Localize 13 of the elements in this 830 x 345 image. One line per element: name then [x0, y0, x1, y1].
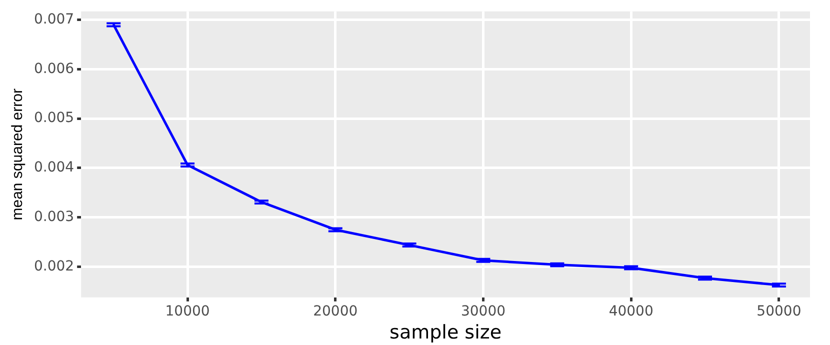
- y-tick-label: 0.004: [34, 160, 74, 176]
- x-axis-title: sample size: [390, 322, 502, 344]
- x-tick-label: 20000: [313, 303, 358, 320]
- y-tick-label: 0.002: [34, 258, 74, 274]
- y-tick-label: 0.003: [34, 209, 74, 226]
- x-tick-label: 40000: [608, 303, 654, 320]
- y-tick-label: 0.006: [34, 60, 74, 77]
- x-tick-label: 10000: [165, 303, 210, 320]
- y-tick-label: 0.007: [34, 11, 74, 28]
- x-tick-label: 30000: [460, 303, 506, 320]
- x-tick-label: 50000: [756, 303, 802, 320]
- y-tick-label: 0.005: [34, 110, 74, 126]
- y-axis-title: mean squared error: [9, 88, 26, 220]
